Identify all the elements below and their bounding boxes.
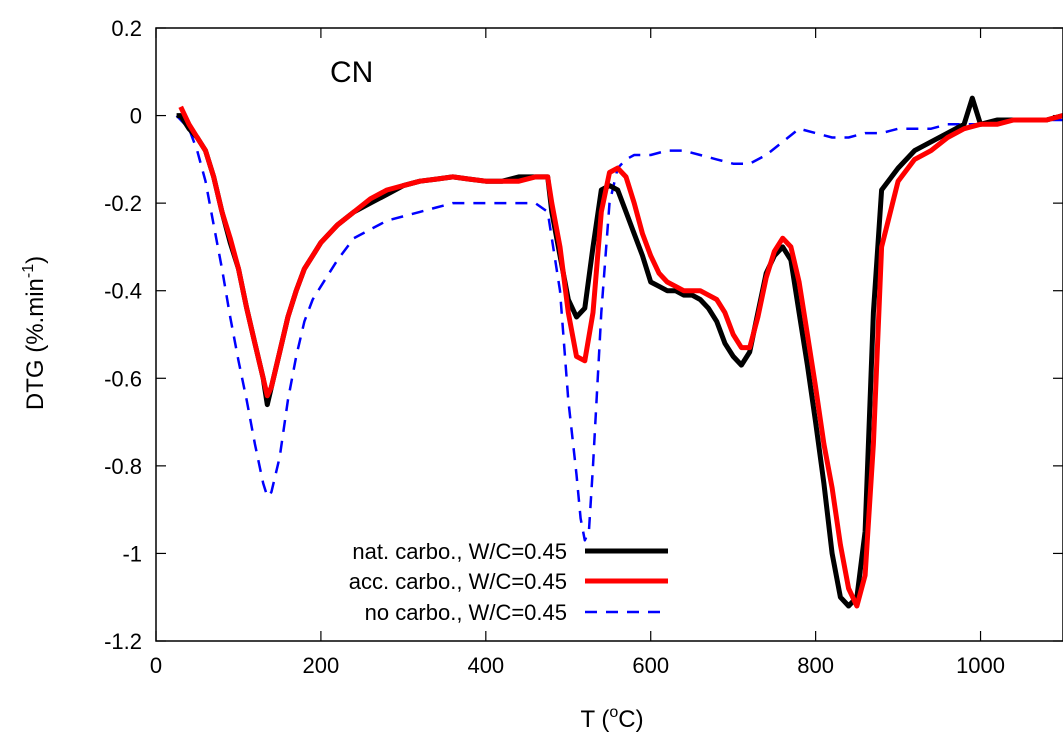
x-tick-label: 1000	[956, 653, 1005, 678]
series-layer	[175, 95, 1063, 609]
y-axis-label: DTG (%.min-1)	[20, 256, 49, 410]
legend-label: nat. carbo., W/C=0.45	[352, 539, 567, 564]
y-tick-label: 0	[130, 104, 142, 129]
chart-annotation: CN	[330, 56, 373, 89]
y-tick-label: -0.2	[104, 191, 142, 216]
x-tick-label: 200	[303, 653, 340, 678]
x-tick-label: 600	[632, 653, 669, 678]
axes-layer: 0 200 400 600 800 1000 -1.2 -1 -0.8 -0.6 -0.4 -0.2 0…	[104, 16, 1063, 678]
legend-label: no carbo., W/C=0.45	[365, 600, 567, 625]
plot-frame	[155, 27, 1063, 642]
x-tick-label: 0	[150, 653, 162, 678]
x-tick-label: 800	[797, 653, 834, 678]
y-tick-label: -1	[122, 541, 142, 566]
series-line-0	[176, 95, 1063, 609]
legend: nat. carbo., W/C=0.45 acc. carbo., W/C=0.…	[349, 539, 668, 625]
y-tick-label: 0.2	[111, 16, 142, 41]
y-tick-label: -0.8	[104, 454, 142, 479]
y-tick-label: -0.6	[104, 366, 142, 391]
series-line-1	[178, 105, 1063, 609]
x-axis-label: T (oC)	[580, 704, 643, 733]
y-tick-label: -1.2	[104, 629, 142, 654]
legend-label: acc. carbo., W/C=0.45	[349, 569, 567, 594]
series-line-2	[175, 114, 1063, 542]
y-tick-label: -0.4	[104, 279, 142, 304]
x-tick-label: 400	[467, 653, 504, 678]
